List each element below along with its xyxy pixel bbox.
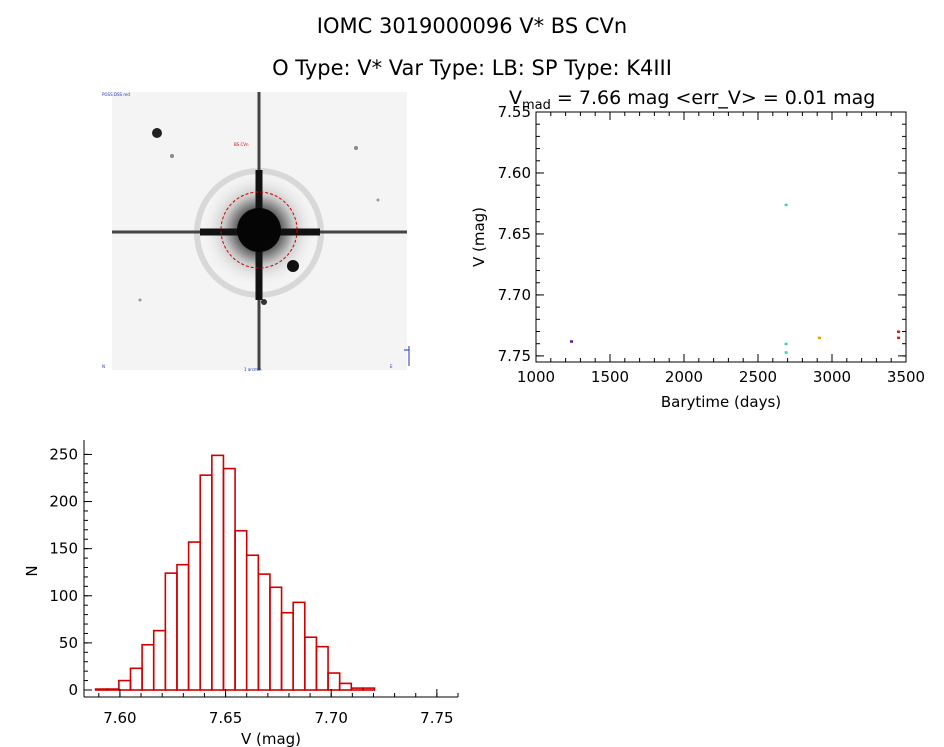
lightcurve-point (897, 330, 901, 334)
target-star (237, 208, 281, 252)
lightcurve-frame (535, 111, 907, 363)
thumbnail-compass-label: N (102, 364, 105, 369)
histogram-bar (222, 467, 236, 691)
thumbnail-corner-label: POSS DSS red (102, 92, 130, 97)
x-tick-label: 7.75 (420, 709, 453, 727)
lightcurve-series-4 (817, 336, 821, 340)
lightcurve-x-axis-label: Barytime (days) (661, 393, 781, 411)
histogram-x-axis-label: V (mag) (241, 730, 301, 747)
y-tick-label: 50 (59, 634, 78, 652)
lightcurve-plot: 1000 1500 2000 2500 3000 3500 7.55 7.60 7.65 7.70… (498, 103, 926, 386)
histogram-bar (106, 688, 120, 691)
histogram-bar (211, 454, 225, 691)
x-tick-label: 2500 (739, 368, 777, 386)
field-star (354, 146, 358, 150)
histogram-bar (176, 563, 190, 691)
chart-subtitle: O Type: V* Var Type: LB: SP Type: K4III (272, 56, 672, 80)
lightcurve-series-0 (570, 340, 574, 343)
lightcurve-point (570, 340, 574, 343)
lightcurve-series-2 (784, 203, 788, 354)
histogram-bar (141, 643, 155, 691)
y-tick-label: 200 (49, 493, 78, 511)
y-tick-label: 0 (68, 681, 78, 699)
chart-title: IOMC 3019000096 V* BS CVn (316, 14, 628, 38)
y-tick-label: 250 (49, 445, 78, 463)
histogram-bar (304, 636, 318, 691)
histogram-bar (315, 645, 329, 691)
histogram-bar (269, 586, 283, 691)
histogram-y-axis-label: N (23, 565, 41, 576)
histogram-bar (257, 573, 271, 691)
x-tick-label: 1500 (591, 368, 629, 386)
y-tick-label: 100 (49, 587, 78, 605)
histogram-bar (280, 611, 294, 691)
field-star (138, 298, 142, 302)
histogram-bar (94, 688, 109, 691)
y-tick-label: 150 (49, 540, 78, 558)
field-star (170, 154, 174, 158)
histogram-bar (187, 541, 202, 691)
x-tick-label: 7.70 (315, 709, 348, 727)
histogram-bar (118, 679, 132, 691)
histogram-bar (350, 687, 364, 691)
histogram-plot: 0 50 100 150 200 250 7.60 7.65 7.70 7.75 (49, 440, 459, 727)
field-star (287, 260, 299, 272)
x-tick-label: 1000 (517, 368, 555, 386)
y-tick-label: 7.75 (498, 347, 531, 365)
y-tick-label: 7.55 (498, 103, 531, 121)
histogram-bar (338, 682, 353, 691)
lightcurve-y-axis-label: V (mag) (470, 207, 488, 267)
histogram-bar (292, 601, 306, 691)
sky-thumbnail: POSS DSS red BS CVn 1 arcmin N E (102, 92, 410, 372)
field-star (152, 128, 162, 138)
histogram-bar (245, 554, 260, 691)
field-star (261, 299, 267, 305)
lightcurve-point (817, 336, 821, 340)
y-tick-label: 7.70 (498, 286, 531, 304)
histogram-bar (152, 629, 167, 691)
lightcurve-point (784, 351, 788, 354)
y-tick-label: 7.60 (498, 164, 531, 182)
lightcurve-point (784, 203, 788, 207)
histogram-bar (327, 672, 341, 691)
histogram-bar (129, 667, 143, 691)
x-tick-label: 3500 (887, 368, 925, 386)
histogram-bar (234, 529, 248, 691)
lightcurve-title: Vmad = 7.66 mag <err_V> = 0.01 mag (509, 87, 875, 113)
thumbnail-marker-label: BS CVn (234, 142, 249, 147)
lightcurve-point (784, 342, 788, 346)
thumbnail-scale-label: 1 arcmin (244, 367, 262, 372)
lightcurve-series-5 (897, 330, 901, 340)
x-tick-label: 7.65 (209, 709, 242, 727)
field-star (376, 198, 380, 202)
thumbnail-compass-label: E (390, 364, 393, 369)
aperture-circle (220, 191, 298, 269)
histogram-bar (164, 572, 178, 691)
x-tick-label: 2000 (665, 368, 703, 386)
lightcurve-point (897, 336, 901, 340)
y-tick-label: 7.65 (498, 225, 531, 243)
histogram-bar (199, 474, 213, 691)
x-tick-label: 7.60 (103, 709, 136, 727)
histogram-bar (362, 687, 376, 691)
x-tick-label: 3000 (813, 368, 851, 386)
